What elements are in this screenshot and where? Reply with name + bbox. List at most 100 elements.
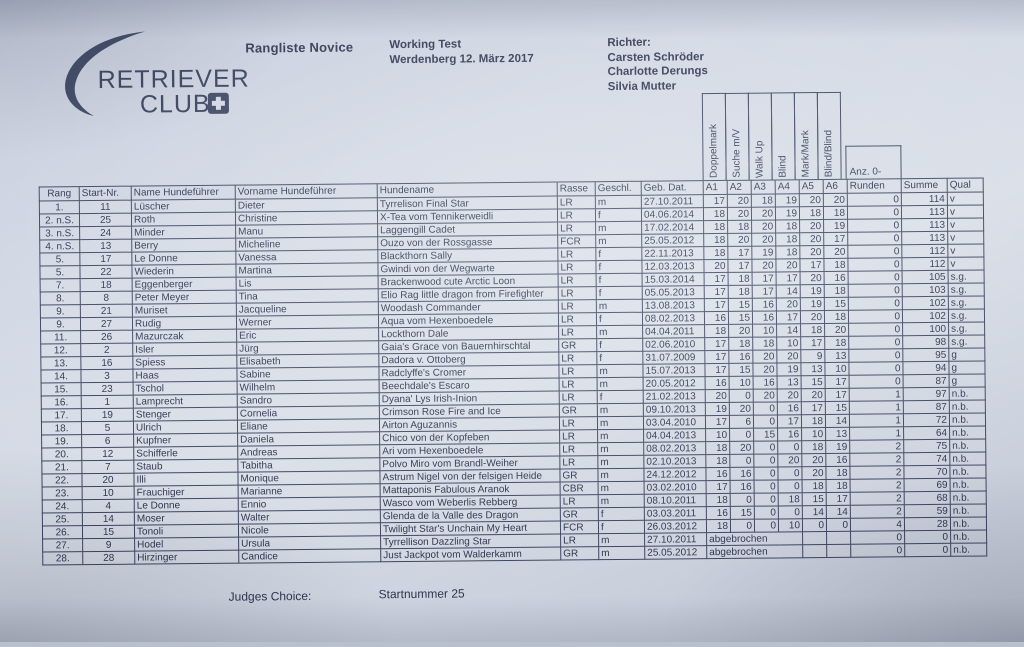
cell-a4: 20 <box>776 297 801 311</box>
cell-geb-dat: 03.03.2011 <box>644 506 707 521</box>
cell-runden: 0 <box>847 192 902 207</box>
cell-qual: s.g. <box>948 295 985 310</box>
cell-geschl: m <box>597 416 644 430</box>
judge-name: Charlotte Derungs <box>607 65 708 79</box>
cell-a3: 20 <box>752 349 777 364</box>
cell-geschl: f <box>596 351 643 365</box>
cell-a6: 19 <box>823 219 848 233</box>
cell-a4: 18 <box>775 219 800 233</box>
cell-geschl: f <box>595 260 643 274</box>
cell-rang: 21. <box>41 460 82 475</box>
cell-qual: s.g. <box>948 334 985 349</box>
cell-a3: 17 <box>752 271 777 286</box>
cell-a5: 20 <box>801 466 827 480</box>
cell-a4: 0 <box>777 466 803 480</box>
cell-a1: 18 <box>703 246 728 260</box>
cell-runden: 1 <box>849 400 904 415</box>
logo-swoosh-icon <box>65 31 146 117</box>
cell-a4: 14 <box>776 284 801 298</box>
cell-a5 <box>802 531 827 545</box>
cell-a1: 20 <box>705 389 730 403</box>
judges-choice-label: Judges Choice: <box>228 588 312 604</box>
judge-name: Silvia Mutter <box>607 79 677 93</box>
cell-a3: 0 <box>754 479 779 494</box>
cell-rasse: LR <box>557 208 596 223</box>
cell-a2: 18 <box>728 272 753 286</box>
cell-a5: 17 <box>800 336 825 350</box>
cell-runden: 0 <box>848 283 903 298</box>
cell-a6 <box>826 544 851 558</box>
cell-a5: 19 <box>800 297 825 311</box>
cell-summe: 0 <box>904 530 951 544</box>
cell-geschl: f <box>597 390 644 404</box>
cell-rasse: FCR <box>560 520 599 535</box>
cell-a5: 19 <box>800 284 825 298</box>
cell-summe: 112 <box>901 257 949 271</box>
cell-geb-dat: 27.10.2011 <box>644 532 707 547</box>
cell-a5: 20 <box>800 271 825 285</box>
cell-a1: 20 <box>703 259 729 273</box>
cell-a4: 0 <box>778 479 803 493</box>
cell-name: Hodel <box>134 537 239 552</box>
cell-summe: 103 <box>902 283 949 297</box>
cell-a6: 18 <box>824 310 849 324</box>
cell-a6: 13 <box>824 349 849 363</box>
col-name: Name Hundeführer <box>131 185 236 201</box>
cell-geb-dat: 13.08.2013 <box>642 298 705 313</box>
cell-a3: 19 <box>751 245 776 260</box>
cell-qual: v <box>947 256 985 271</box>
cell-a2: 17 <box>727 246 752 260</box>
cell-a1: 17 <box>704 337 729 351</box>
cell-a5: 15 <box>801 375 826 389</box>
cell-a3: 17 <box>752 284 777 299</box>
cell-a1: 17 <box>706 480 731 494</box>
judge-name: Carsten Schröder <box>607 50 705 64</box>
cell-rang: 3. n.S. <box>39 226 80 241</box>
cell-start-nr: 24 <box>79 226 132 240</box>
cell-a4: 13 <box>777 375 802 389</box>
cell-start-nr: 9 <box>82 538 135 552</box>
cell-a3: 20 <box>751 219 776 234</box>
cell-a1: 18 <box>706 493 731 507</box>
cell-rang: 1. <box>39 200 80 215</box>
cell-geschl: f <box>598 507 645 521</box>
cell-a4: 16 <box>777 427 802 441</box>
cell-geschl: m <box>597 468 645 482</box>
cell-a5: 20 <box>800 310 825 324</box>
cell-a5: 9 <box>800 349 825 363</box>
cell-runden: 2 <box>849 439 904 454</box>
cell-name: Berry <box>131 238 236 253</box>
cell-geb-dat: 26.03.2012 <box>644 519 707 534</box>
cell-runden: 2 <box>849 452 904 467</box>
col-a6: A6 <box>823 179 848 194</box>
exercise-header-doppelmark: Doppelmark <box>701 92 727 181</box>
cell-a6: 18 <box>825 466 851 480</box>
cell-a1: 18 <box>704 324 729 338</box>
cell-qual: s.g. <box>948 308 985 323</box>
cell-a1: 17 <box>704 285 729 299</box>
cell-a4: 18 <box>775 245 800 259</box>
cell-name: Hirzinger <box>134 550 239 565</box>
cell-start-nr: 15 <box>82 525 135 539</box>
col-vorname: Vorname Hundeführer <box>235 183 378 200</box>
cell-a1: 17 <box>703 194 728 208</box>
cell-geschl: f <box>595 247 642 261</box>
cell-rasse: LR <box>559 390 598 405</box>
cell-a1: 16 <box>705 467 731 481</box>
cell-vorname: Tabitha <box>237 457 380 473</box>
col-a5: A5 <box>799 179 824 194</box>
cell-a1: 18 <box>706 519 731 533</box>
cell-runden: 4 <box>850 517 905 532</box>
cell-a5: 20 <box>801 453 826 467</box>
cell-a6: 18 <box>823 206 848 220</box>
cell-a1: 18 <box>705 441 730 455</box>
cell-a1: 19 <box>705 402 730 416</box>
cell-a6: 18 <box>826 479 851 493</box>
cell-summe: 102 <box>902 296 949 310</box>
cell-geschl: f <box>596 312 643 326</box>
cell-runden: 1 <box>849 387 904 402</box>
cell-geb-dat: 20.05.2012 <box>643 376 706 391</box>
cell-geschl: m <box>597 442 644 456</box>
cell-geb-dat: 02.06.2010 <box>642 337 705 352</box>
cell-qual: n.b. <box>950 542 987 557</box>
